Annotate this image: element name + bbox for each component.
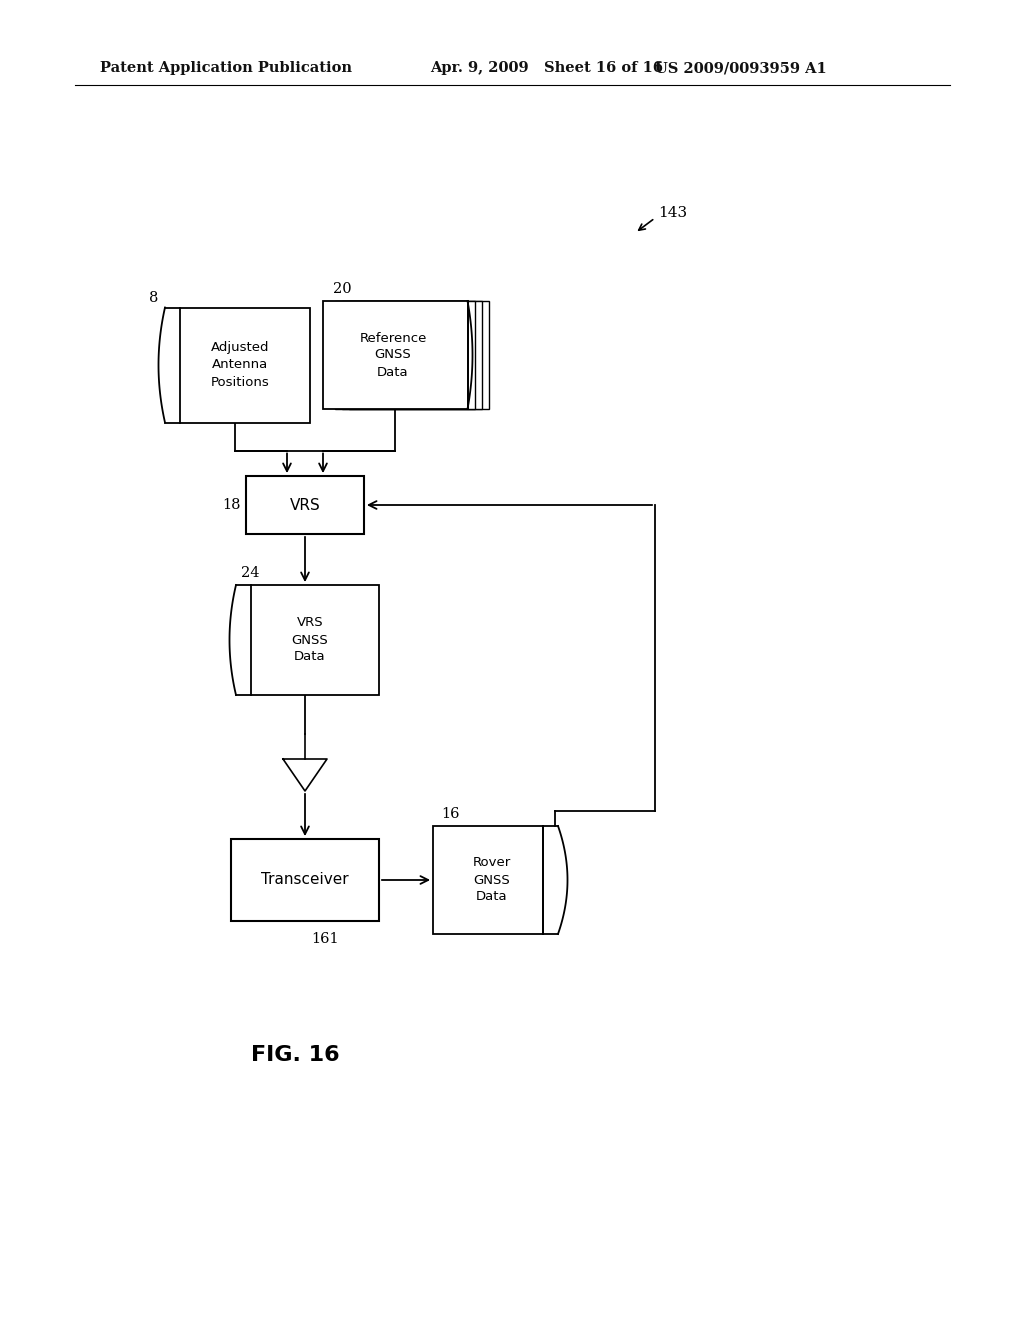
Bar [348, 301, 488, 409]
Bar [231, 840, 379, 921]
Bar [246, 477, 364, 535]
Text: Reference
GNSS
Data: Reference GNSS Data [359, 331, 427, 379]
Text: 18: 18 [222, 498, 241, 512]
Text: VRS: VRS [290, 498, 321, 512]
Text: 20: 20 [333, 282, 351, 296]
Bar [335, 301, 474, 409]
Text: 161: 161 [311, 932, 339, 946]
Text: Patent Application Publication: Patent Application Publication [100, 61, 352, 75]
Text: Adjusted
Antenna
Positions: Adjusted Antenna Positions [211, 342, 269, 388]
Text: 24: 24 [241, 566, 259, 579]
Text: 143: 143 [658, 206, 687, 220]
Bar [251, 585, 379, 696]
Text: US 2009/0093959 A1: US 2009/0093959 A1 [655, 61, 826, 75]
Bar [341, 301, 481, 409]
Bar [323, 301, 468, 409]
Text: Rover
GNSS
Data: Rover GNSS Data [473, 857, 511, 903]
Text: 16: 16 [441, 807, 460, 821]
Text: Transceiver: Transceiver [261, 873, 349, 887]
Text: VRS
GNSS
Data: VRS GNSS Data [292, 616, 329, 664]
Text: 8: 8 [148, 290, 158, 305]
Text: Apr. 9, 2009   Sheet 16 of 16: Apr. 9, 2009 Sheet 16 of 16 [430, 61, 663, 75]
Bar [433, 826, 543, 935]
Bar [180, 308, 310, 422]
Text: FIG. 16: FIG. 16 [251, 1045, 339, 1065]
